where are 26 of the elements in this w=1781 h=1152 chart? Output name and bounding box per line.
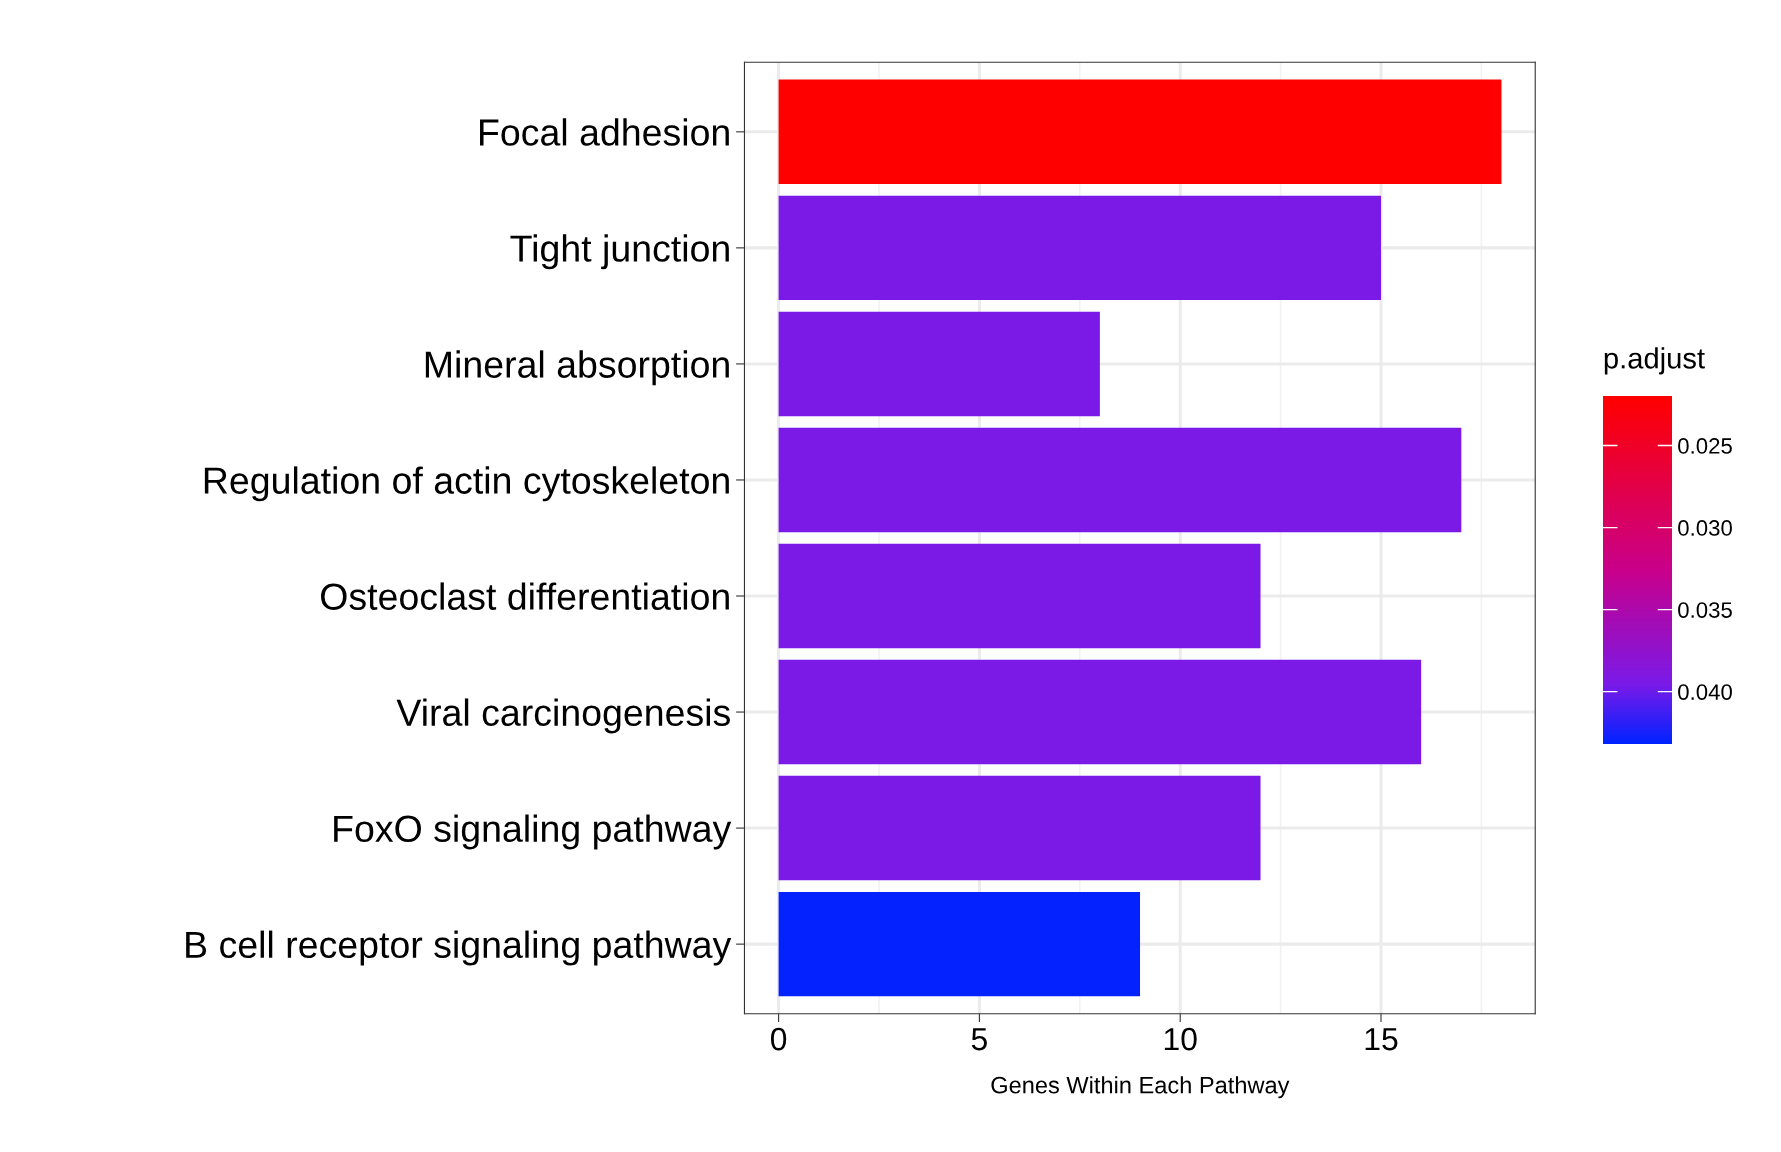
color-bar-label: 0.040 (1678, 684, 1732, 700)
y-tick-label: Viral carcinogenesis (396, 698, 730, 734)
y-tick-label: Osteoclast differentiation (321, 582, 729, 610)
x-tick-label: 0 (770, 1027, 787, 1051)
y-tick-label: Regulation of actin cytoskeleton (204, 466, 729, 502)
x-tick-label: 5 (971, 1028, 987, 1051)
y-tick-label: Mineral absorption (425, 350, 729, 386)
bar (778, 543, 1261, 649)
color-bar-title: p.adjust (1604, 347, 1705, 375)
x-tick-label: 15 (1365, 1028, 1398, 1051)
y-tick-label: B cell receptor signaling pathway (186, 930, 732, 966)
color-bar-label: 0.035 (1678, 602, 1732, 618)
color-bar-label: 0.025 (1678, 438, 1732, 454)
bar (778, 79, 1502, 185)
y-tick-label: FoxO signaling pathway (334, 814, 732, 850)
color-bar-label: 0.030 (1678, 520, 1732, 536)
bar (778, 311, 1100, 417)
y-tick-label: Focal adhesion (480, 118, 729, 146)
y-tick-label: Tight junction (510, 234, 729, 270)
x-tick-label: 10 (1164, 1027, 1197, 1051)
bar (778, 427, 1462, 533)
bar (778, 195, 1381, 301)
x-axis-title: Genes Within Each Pathway (991, 1076, 1290, 1099)
bar (778, 775, 1261, 881)
bar (778, 891, 1141, 997)
bar (778, 659, 1422, 765)
